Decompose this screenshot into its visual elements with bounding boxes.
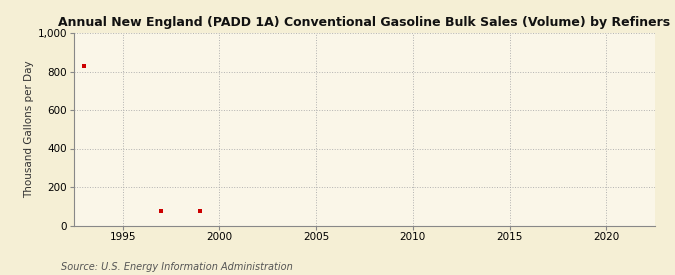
Title: Annual New England (PADD 1A) Conventional Gasoline Bulk Sales (Volume) by Refine: Annual New England (PADD 1A) Conventiona…: [59, 16, 670, 29]
Y-axis label: Thousand Gallons per Day: Thousand Gallons per Day: [24, 60, 34, 198]
Text: Source: U.S. Energy Information Administration: Source: U.S. Energy Information Administ…: [61, 262, 292, 272]
